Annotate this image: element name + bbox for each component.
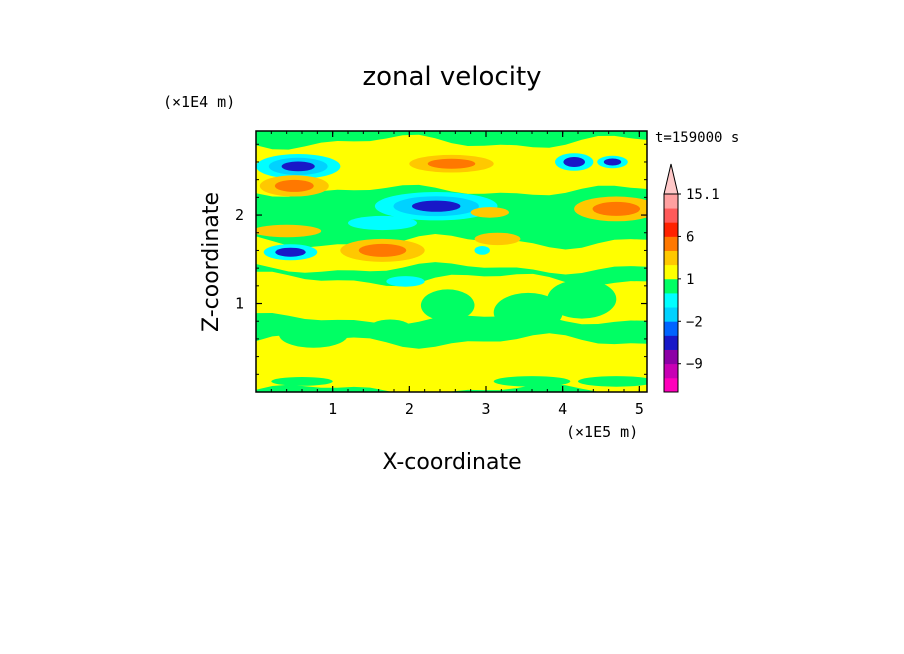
contour-cell <box>427 158 476 169</box>
y-axis: 12 <box>235 143 647 375</box>
colorbar-segment <box>664 377 678 393</box>
contour-cell <box>603 158 622 166</box>
colorbar-segment <box>664 278 678 294</box>
colorbar-segment <box>664 208 678 223</box>
x-tick-label: 1 <box>328 400 337 418</box>
contour-cell <box>412 200 461 212</box>
colorbar-label: −2 <box>686 314 703 330</box>
chart-title: zonal velocity <box>362 62 541 92</box>
x-tick-label: 2 <box>405 400 414 418</box>
colorbar: 15.1 6 1 −2 −9 <box>663 163 720 393</box>
time-label: t=159000 s <box>655 130 739 146</box>
colorbar-segment <box>664 222 678 237</box>
contour-cell <box>279 321 348 348</box>
y-tick-label: 1 <box>235 295 244 313</box>
colorbar-segment <box>664 194 678 209</box>
x-tick-label: 4 <box>558 400 567 418</box>
colorbar-extension <box>663 163 679 195</box>
contour-cell <box>275 247 306 257</box>
colorbar-label: 1 <box>686 272 694 288</box>
contour-cell <box>592 201 641 216</box>
contour-cell <box>547 279 617 319</box>
contour-cell <box>493 292 563 332</box>
colorbar-segment <box>664 236 678 251</box>
contour-cell <box>474 232 521 246</box>
contour-cell <box>348 215 417 231</box>
contour-cell <box>470 207 509 218</box>
colorbar-segment <box>664 250 678 266</box>
colorbar-segment <box>664 264 678 280</box>
x-axis: 1 2 3 4 5 <box>270 131 644 418</box>
contour-cell <box>386 276 425 287</box>
colorbar-label: −9 <box>686 357 703 373</box>
contour-cell <box>274 179 314 192</box>
y-tick-label: 2 <box>235 206 244 224</box>
colorbar-segment <box>664 321 678 336</box>
field-band <box>256 234 647 275</box>
plot-frame <box>255 130 648 393</box>
colorbar-segment <box>664 335 678 350</box>
y-unit-label: (×1E4 m) <box>163 93 235 111</box>
contour-cell <box>367 319 414 341</box>
contour-cell <box>256 224 322 238</box>
contour-cell <box>271 377 333 386</box>
colorbar-label: 6 <box>686 229 694 245</box>
contour-cell <box>474 246 490 255</box>
x-tick-label: 5 <box>635 400 644 418</box>
x-tick-label: 3 <box>481 400 490 418</box>
contour-field <box>256 131 647 392</box>
contour-cell <box>493 376 571 387</box>
colorbar-segment <box>664 363 678 379</box>
colorbar-segment <box>664 293 678 308</box>
x-axis-label: X-coordinate <box>382 450 521 475</box>
colorbar-frame <box>663 193 679 393</box>
contour-cell <box>578 376 647 387</box>
x-unit-label: (×1E5 m) <box>566 423 638 441</box>
contour-cell <box>420 289 475 322</box>
contour-cell <box>358 243 407 257</box>
colorbar-label: 15.1 <box>686 187 720 203</box>
contour-cell <box>563 157 585 167</box>
contour-cell <box>281 161 315 172</box>
colorbar-segment <box>664 307 678 322</box>
y-axis-label: Z-coordinate <box>199 192 224 332</box>
colorbar-segment <box>664 349 678 365</box>
